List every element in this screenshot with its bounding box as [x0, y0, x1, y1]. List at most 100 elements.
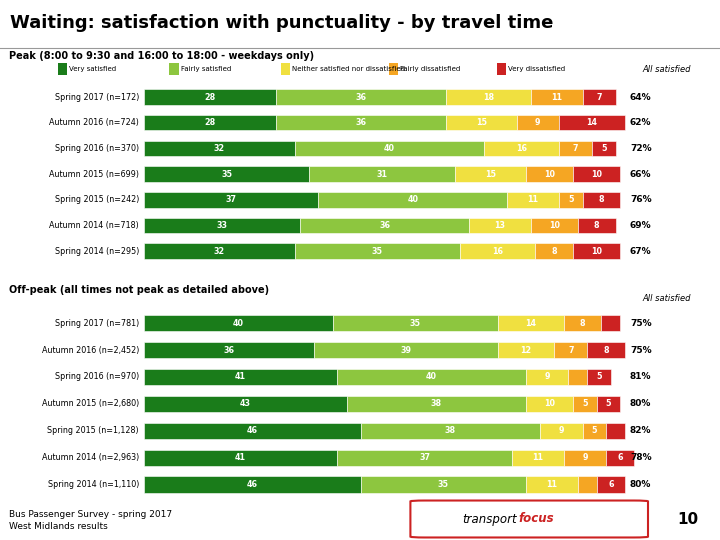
Text: 8: 8 [598, 195, 604, 204]
Text: Peak (8:00 to 9:30 and 16:00 to 18:00 - weekdays only): Peak (8:00 to 9:30 and 16:00 to 18:00 - … [9, 51, 314, 61]
Bar [318, 192, 507, 207]
Bar [582, 192, 621, 207]
Bar [484, 141, 559, 156]
Text: Very dissatisfied: Very dissatisfied [508, 66, 565, 72]
Bar [592, 141, 616, 156]
Bar [144, 90, 276, 105]
Text: 36: 36 [356, 118, 366, 127]
Text: 38: 38 [445, 426, 456, 435]
Bar [578, 218, 616, 233]
Bar [588, 342, 625, 358]
Text: 37: 37 [226, 195, 237, 204]
Text: 35: 35 [410, 319, 420, 328]
Text: 10: 10 [677, 511, 698, 526]
Text: Off-peak (all times not peak as detailed above): Off-peak (all times not peak as detailed… [9, 285, 269, 295]
Bar [144, 423, 361, 439]
Bar [295, 244, 460, 259]
Bar [526, 396, 573, 412]
Text: 35: 35 [221, 170, 232, 179]
Text: Spring 2016 (n=370): Spring 2016 (n=370) [55, 144, 139, 153]
Text: 9: 9 [559, 426, 564, 435]
Bar [309, 166, 455, 182]
Bar [460, 244, 536, 259]
Text: 75%: 75% [630, 346, 652, 355]
Bar [144, 244, 295, 259]
Text: 10: 10 [591, 170, 602, 179]
Text: 18: 18 [482, 92, 494, 102]
Text: 81%: 81% [630, 373, 652, 381]
Text: 28: 28 [204, 118, 216, 127]
Text: Spring 2017 (n=172): Spring 2017 (n=172) [55, 92, 139, 102]
Text: 6: 6 [618, 453, 623, 462]
Text: 8: 8 [580, 319, 585, 328]
Text: 16: 16 [516, 144, 527, 153]
Text: 82%: 82% [630, 426, 652, 435]
Text: 10: 10 [544, 170, 555, 179]
Text: Autumn 2016 (n=2,452): Autumn 2016 (n=2,452) [42, 346, 139, 355]
Bar [606, 423, 625, 439]
Text: 8: 8 [552, 247, 557, 255]
Bar [597, 476, 625, 492]
Text: 11: 11 [528, 195, 539, 204]
Text: 11: 11 [532, 453, 544, 462]
Text: 8: 8 [603, 346, 609, 355]
Text: 36: 36 [379, 221, 390, 230]
Text: Bus Passenger Survey - spring 2017
West Midlands results: Bus Passenger Survey - spring 2017 West … [9, 510, 172, 531]
Text: 5: 5 [596, 373, 602, 381]
Text: 9: 9 [535, 118, 541, 127]
Bar [144, 115, 276, 131]
Bar [446, 115, 516, 131]
Text: 10: 10 [544, 400, 555, 408]
Text: 9: 9 [582, 453, 588, 462]
Text: 41: 41 [235, 453, 246, 462]
Text: 14: 14 [587, 118, 598, 127]
Text: Fairly dissatisfied: Fairly dissatisfied [400, 66, 461, 72]
Text: 7: 7 [596, 92, 602, 102]
Text: Waiting: satisfaction with punctuality - by travel time: Waiting: satisfaction with punctuality -… [10, 14, 554, 32]
Text: Very satisfied: Very satisfied [69, 66, 116, 72]
Text: 5: 5 [601, 144, 606, 153]
Text: Neither satisfied nor dissatisfied: Neither satisfied nor dissatisfied [292, 66, 405, 72]
Text: 16: 16 [492, 247, 503, 255]
Bar [559, 115, 625, 131]
Text: 12: 12 [521, 346, 531, 355]
Text: 40: 40 [233, 319, 244, 328]
Bar [526, 166, 573, 182]
Bar [582, 90, 616, 105]
Text: 5: 5 [592, 426, 597, 435]
Bar [564, 450, 606, 465]
Bar [497, 64, 506, 75]
Bar [606, 450, 634, 465]
Bar [526, 476, 578, 492]
Text: 37: 37 [419, 453, 430, 462]
Text: Autumn 2016 (n=724): Autumn 2016 (n=724) [49, 118, 139, 127]
Text: 78%: 78% [630, 453, 652, 462]
Bar [144, 369, 338, 385]
Text: 72%: 72% [630, 144, 652, 153]
Bar [573, 166, 621, 182]
Bar [333, 315, 498, 331]
Bar [559, 192, 582, 207]
Text: 31: 31 [377, 170, 387, 179]
Text: 39: 39 [400, 346, 411, 355]
Text: 8: 8 [594, 221, 600, 230]
Bar [389, 64, 398, 75]
Text: All satisfied: All satisfied [643, 294, 691, 302]
Text: focus: focus [518, 512, 554, 525]
Bar [498, 342, 554, 358]
Bar [144, 450, 338, 465]
Text: 10: 10 [549, 221, 559, 230]
Text: 5: 5 [606, 400, 611, 408]
Text: 7: 7 [568, 346, 574, 355]
Text: 32: 32 [214, 144, 225, 153]
Text: 5: 5 [582, 400, 588, 408]
Bar [573, 396, 597, 412]
Text: 46: 46 [247, 480, 258, 489]
Bar [564, 315, 601, 331]
Bar [531, 218, 578, 233]
Text: 35: 35 [438, 480, 449, 489]
Bar [338, 369, 526, 385]
Text: 33: 33 [216, 221, 228, 230]
FancyBboxPatch shape [410, 501, 648, 537]
Bar [361, 423, 540, 439]
